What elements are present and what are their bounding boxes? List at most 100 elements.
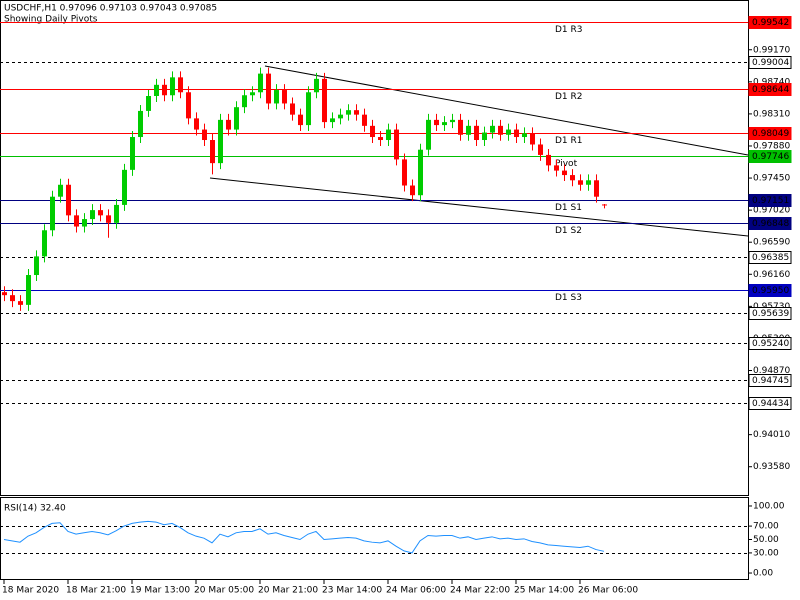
channel-upper-line (264, 65, 749, 156)
pivot-price-label: 0.96848 (752, 219, 789, 229)
candle-body (178, 77, 183, 93)
pivot-price-box (748, 16, 792, 29)
x-tick-label: 25 Mar 14:00 (514, 586, 574, 596)
candle-body (194, 118, 199, 130)
candle-body (266, 73, 271, 104)
candle-body (226, 119, 231, 130)
candle-body (442, 122, 447, 126)
x-tick-label: 18 Mar 21:00 (66, 586, 126, 596)
x-tick-label: 18 Mar 2020 (2, 586, 59, 596)
candle-body (202, 129, 207, 141)
rsi-y-tick-label: 50.00 (753, 535, 779, 545)
candle-body (354, 110, 359, 115)
pivot-price-label: 0.97746 (752, 152, 789, 162)
candle-body (474, 125, 479, 141)
pivot-name: D1 S1 (555, 203, 582, 213)
candle-body (562, 170, 567, 176)
pivot-price-label: 0.98644 (752, 85, 789, 95)
candle-body (98, 210, 103, 216)
y-tick-label: 0.95730 (753, 302, 790, 312)
y-tick-label: 0.94010 (753, 430, 790, 440)
candle-body (450, 119, 455, 123)
candle-body (586, 180, 591, 185)
candle-body (570, 175, 575, 181)
y-tick-label: 0.96590 (753, 238, 790, 248)
y-tick-label: 0.96160 (753, 270, 790, 280)
candle-body (58, 184, 63, 197)
candle-body (106, 215, 111, 223)
candle-body (418, 149, 423, 196)
pivot-price-box (748, 56, 792, 69)
candle-body (434, 119, 439, 126)
pivot-price-label: 0.98049 (752, 129, 789, 139)
candle-body (18, 301, 23, 305)
candle-body (490, 125, 495, 133)
x-tick-label: 19 Mar 13:00 (130, 586, 190, 596)
candle-body (338, 114, 343, 119)
channel-lower-line (209, 177, 749, 237)
pivot-price-label: 0.99542 (752, 18, 789, 28)
candle-body (378, 137, 383, 141)
x-tick-label: 20 Mar 21:00 (258, 586, 318, 596)
candle-body (530, 133, 535, 145)
pivot-price-label: 0.95950 (752, 286, 789, 296)
candle-body (42, 230, 47, 257)
y-tick-label: 0.97020 (753, 206, 790, 216)
y-tick-label: 0.98740 (753, 77, 790, 87)
x-tick-label: 24 Mar 22:00 (450, 586, 510, 596)
y-tick-label: 0.94870 (753, 366, 790, 376)
candle-body (154, 84, 159, 97)
pivot-price-label: 0.96385 (752, 253, 789, 263)
pivot-price-label: 0.97151 (752, 196, 789, 206)
candle-body (114, 204, 119, 223)
candle-body (466, 125, 471, 135)
pivot-name: D1 R3 (555, 25, 583, 35)
rsi-y-tick-label: 30.00 (753, 548, 779, 558)
rsi-panel-frame (0, 497, 749, 580)
chart-title: USDCHF,H1 0.97096 0.97103 0.97043 0.9708… (4, 4, 217, 14)
x-tick-label: 26 Mar 06:00 (578, 586, 638, 596)
candle-body (346, 110, 351, 115)
candle-body (50, 196, 55, 231)
candle-body (10, 295, 15, 302)
candle-body (514, 129, 519, 138)
candle-body (250, 92, 255, 96)
candle-body (410, 185, 415, 196)
pivot-price-box (748, 397, 792, 410)
candle-body (314, 78, 319, 93)
y-tick-label: 0.98310 (753, 109, 790, 119)
candle-body (218, 119, 223, 164)
pivot-price-label: 0.95240 (752, 339, 789, 349)
pivot-name: Pivot (555, 159, 578, 169)
candle-body (594, 180, 599, 197)
candle-body (186, 92, 191, 119)
candle-body (138, 110, 143, 138)
candle-body (162, 84, 167, 96)
candle-body (306, 92, 311, 126)
pivot-price-box (748, 251, 792, 264)
candle-body (2, 292, 7, 296)
candle-body (74, 215, 79, 227)
candle-body (26, 275, 31, 305)
x-tick-label: 20 Mar 05:00 (194, 586, 254, 596)
pivot-name: D1 R2 (555, 92, 583, 102)
candle-body (578, 180, 583, 185)
candle-body (234, 107, 239, 130)
candle-body (330, 118, 335, 123)
pivot-price-label: 0.99004 (752, 58, 789, 68)
candle-body (538, 144, 543, 155)
pivot-price-label: 0.94434 (752, 399, 789, 409)
pivot-name: D1 R1 (555, 136, 583, 146)
pivot-name: D1 S2 (555, 226, 582, 236)
candle-body (146, 96, 151, 111)
candle-body (546, 154, 551, 166)
candle-body (242, 95, 247, 108)
pivot-price-label: 0.95639 (752, 309, 789, 319)
candle-body (258, 73, 263, 93)
pivot-price-box (748, 337, 792, 350)
pivot-price-box (748, 127, 792, 140)
candle-body (274, 90, 279, 104)
candle-body (482, 132, 487, 141)
y-tick-label: 0.99170 (753, 45, 790, 55)
